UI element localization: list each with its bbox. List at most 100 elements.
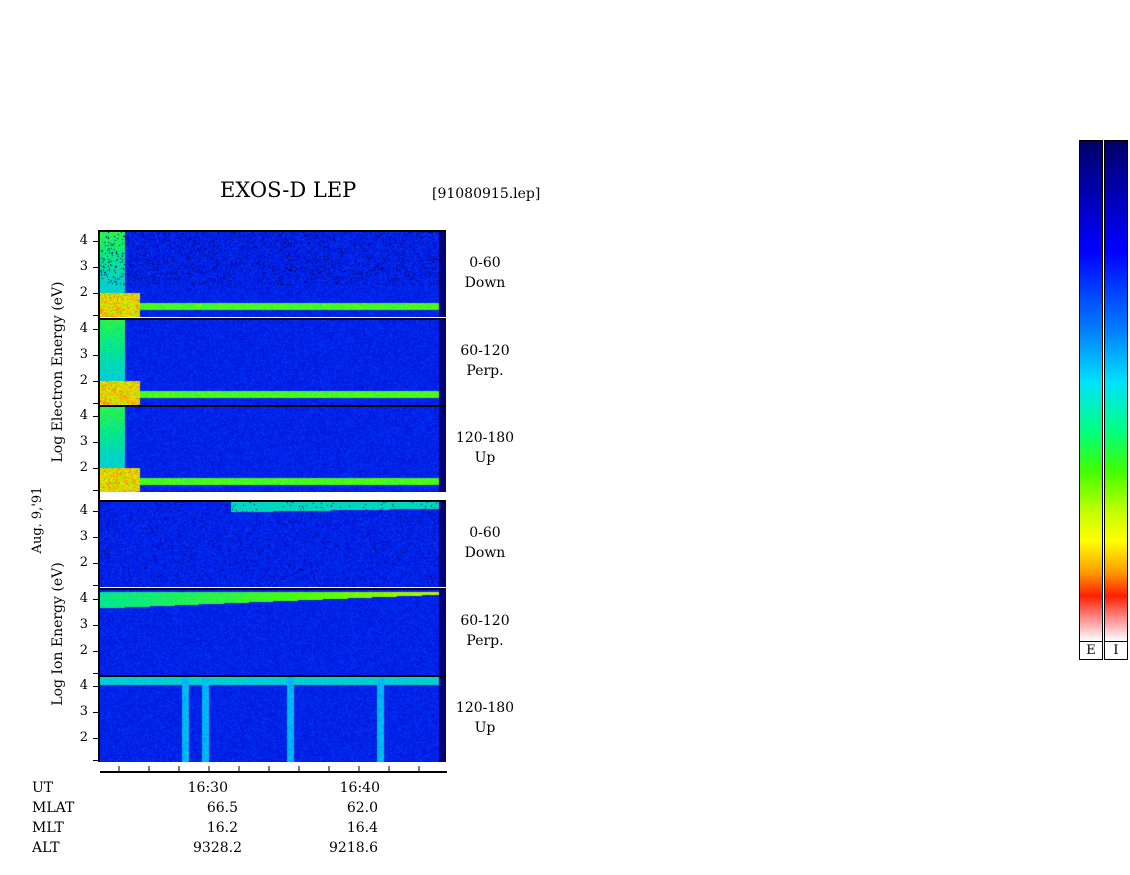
pitch-range: 60-120	[460, 343, 510, 359]
panel-frame	[100, 318, 446, 405]
y-tick-label: 2	[79, 643, 88, 658]
y-tick-mark	[93, 355, 100, 356]
y-tick-mark	[93, 315, 100, 316]
spectrogram-canvas	[100, 588, 446, 675]
y-tick-mark	[93, 403, 100, 404]
y-tick-mark	[93, 686, 100, 687]
mlt-value: 16.2	[206, 820, 238, 836]
mlt-value: 16.4	[346, 820, 378, 836]
colorbar-electron: E	[1079, 140, 1103, 660]
y-tick-label: 3	[79, 704, 88, 719]
y-tick-mark	[93, 490, 100, 491]
info-label-mlt: MLT	[32, 820, 64, 836]
y-tick-mark	[93, 760, 100, 761]
y-tick-label: 4	[79, 591, 88, 606]
y-tick-label: 2	[79, 730, 88, 745]
pitch-range: 60-120	[460, 613, 510, 629]
colorbar-label: E	[1080, 641, 1102, 659]
spectrogram-canvas	[100, 318, 446, 405]
y-tick-mark	[93, 267, 100, 268]
pitch-direction: Perp.	[466, 363, 504, 379]
y-tick-label: 3	[79, 617, 88, 632]
panel-frame	[100, 230, 446, 317]
y-tick-label: 3	[79, 529, 88, 544]
chart-title: EXOS-D LEP	[220, 178, 357, 202]
ion-panel	[100, 675, 446, 762]
y-tick-mark	[93, 673, 100, 674]
panel-frame	[100, 405, 446, 492]
info-label-mlat: MLAT	[32, 800, 75, 816]
y-axis-line	[98, 230, 100, 762]
y-tick-mark	[93, 329, 100, 330]
pitch-angle-label: 0-60 Down	[450, 253, 520, 293]
y-tick-mark	[93, 241, 100, 242]
alt-value: 9328.2	[193, 840, 242, 856]
y-tick-mark	[93, 442, 100, 443]
y-tick-label: 3	[79, 259, 88, 274]
colorbar-gradient	[1105, 141, 1127, 641]
ion-panel	[100, 500, 446, 587]
colorbar-gradient	[1080, 141, 1102, 641]
y-tick-label: 2	[79, 285, 88, 300]
y-tick-label: 2	[79, 460, 88, 475]
mlat-value: 62.0	[346, 800, 378, 816]
y-tick-mark	[93, 537, 100, 538]
pitch-direction: Down	[464, 275, 506, 291]
pitch-direction: Down	[464, 545, 506, 561]
ut-value: 16:30	[187, 780, 228, 796]
pitch-direction: Up	[474, 450, 496, 466]
spectrogram-canvas	[100, 230, 446, 317]
y-tick-mark	[93, 511, 100, 512]
y-tick-mark	[93, 563, 100, 564]
date-label: Aug. 9,'91	[30, 486, 45, 554]
colorbar-ion: I	[1104, 140, 1128, 660]
pitch-angle-label: 120-180 Up	[450, 698, 520, 738]
y-tick-label: 4	[79, 321, 88, 336]
y-tick-mark	[93, 651, 100, 652]
y-tick-mark	[93, 416, 100, 417]
ion-ylabel: Log Ion Energy (eV)	[50, 562, 66, 706]
y-tick-label: 4	[79, 503, 88, 518]
file-id: [91080915.lep]	[432, 186, 541, 202]
spectrogram-canvas	[100, 675, 446, 762]
y-tick-label: 4	[79, 408, 88, 423]
ut-value: 16:40	[339, 780, 380, 796]
pitch-direction: Perp.	[466, 633, 504, 649]
y-tick-mark	[93, 625, 100, 626]
y-tick-mark	[93, 381, 100, 382]
pitch-range: 120-180	[455, 430, 515, 446]
pitch-angle-label: 0-60 Down	[450, 523, 520, 563]
y-tick-mark	[93, 293, 100, 294]
pitch-range: 0-60	[469, 255, 501, 271]
y-tick-mark	[93, 599, 100, 600]
ion-panel	[100, 588, 446, 675]
electron-panel	[100, 230, 446, 317]
y-tick-mark	[93, 585, 100, 586]
electron-panel	[100, 318, 446, 405]
pitch-range: 0-60	[469, 525, 501, 541]
y-tick-label: 2	[79, 373, 88, 388]
y-tick-label: 3	[79, 434, 88, 449]
info-label-ut: UT	[32, 780, 54, 796]
spectrogram-canvas	[100, 500, 446, 587]
colorbar-label: I	[1105, 641, 1127, 659]
pitch-angle-label: 120-180 Up	[450, 428, 520, 468]
alt-value: 9218.6	[329, 840, 378, 856]
panel-frame	[100, 500, 446, 587]
pitch-angle-label: 60-120 Perp.	[450, 341, 520, 381]
pitch-range: 120-180	[455, 700, 515, 716]
spectrogram-canvas	[100, 405, 446, 492]
panel-frame	[100, 675, 446, 762]
y-tick-mark	[93, 468, 100, 469]
y-tick-label: 2	[79, 555, 88, 570]
pitch-angle-label: 60-120 Perp.	[450, 611, 520, 651]
x-axis	[100, 766, 447, 773]
electron-ylabel: Log Electron Energy (eV)	[50, 281, 66, 463]
mlat-value: 66.5	[206, 800, 238, 816]
pitch-direction: Up	[474, 720, 496, 736]
y-tick-label: 4	[79, 233, 88, 248]
y-tick-mark	[93, 712, 100, 713]
info-label-alt: ALT	[32, 840, 60, 856]
y-tick-label: 3	[79, 347, 88, 362]
y-tick-label: 4	[79, 678, 88, 693]
